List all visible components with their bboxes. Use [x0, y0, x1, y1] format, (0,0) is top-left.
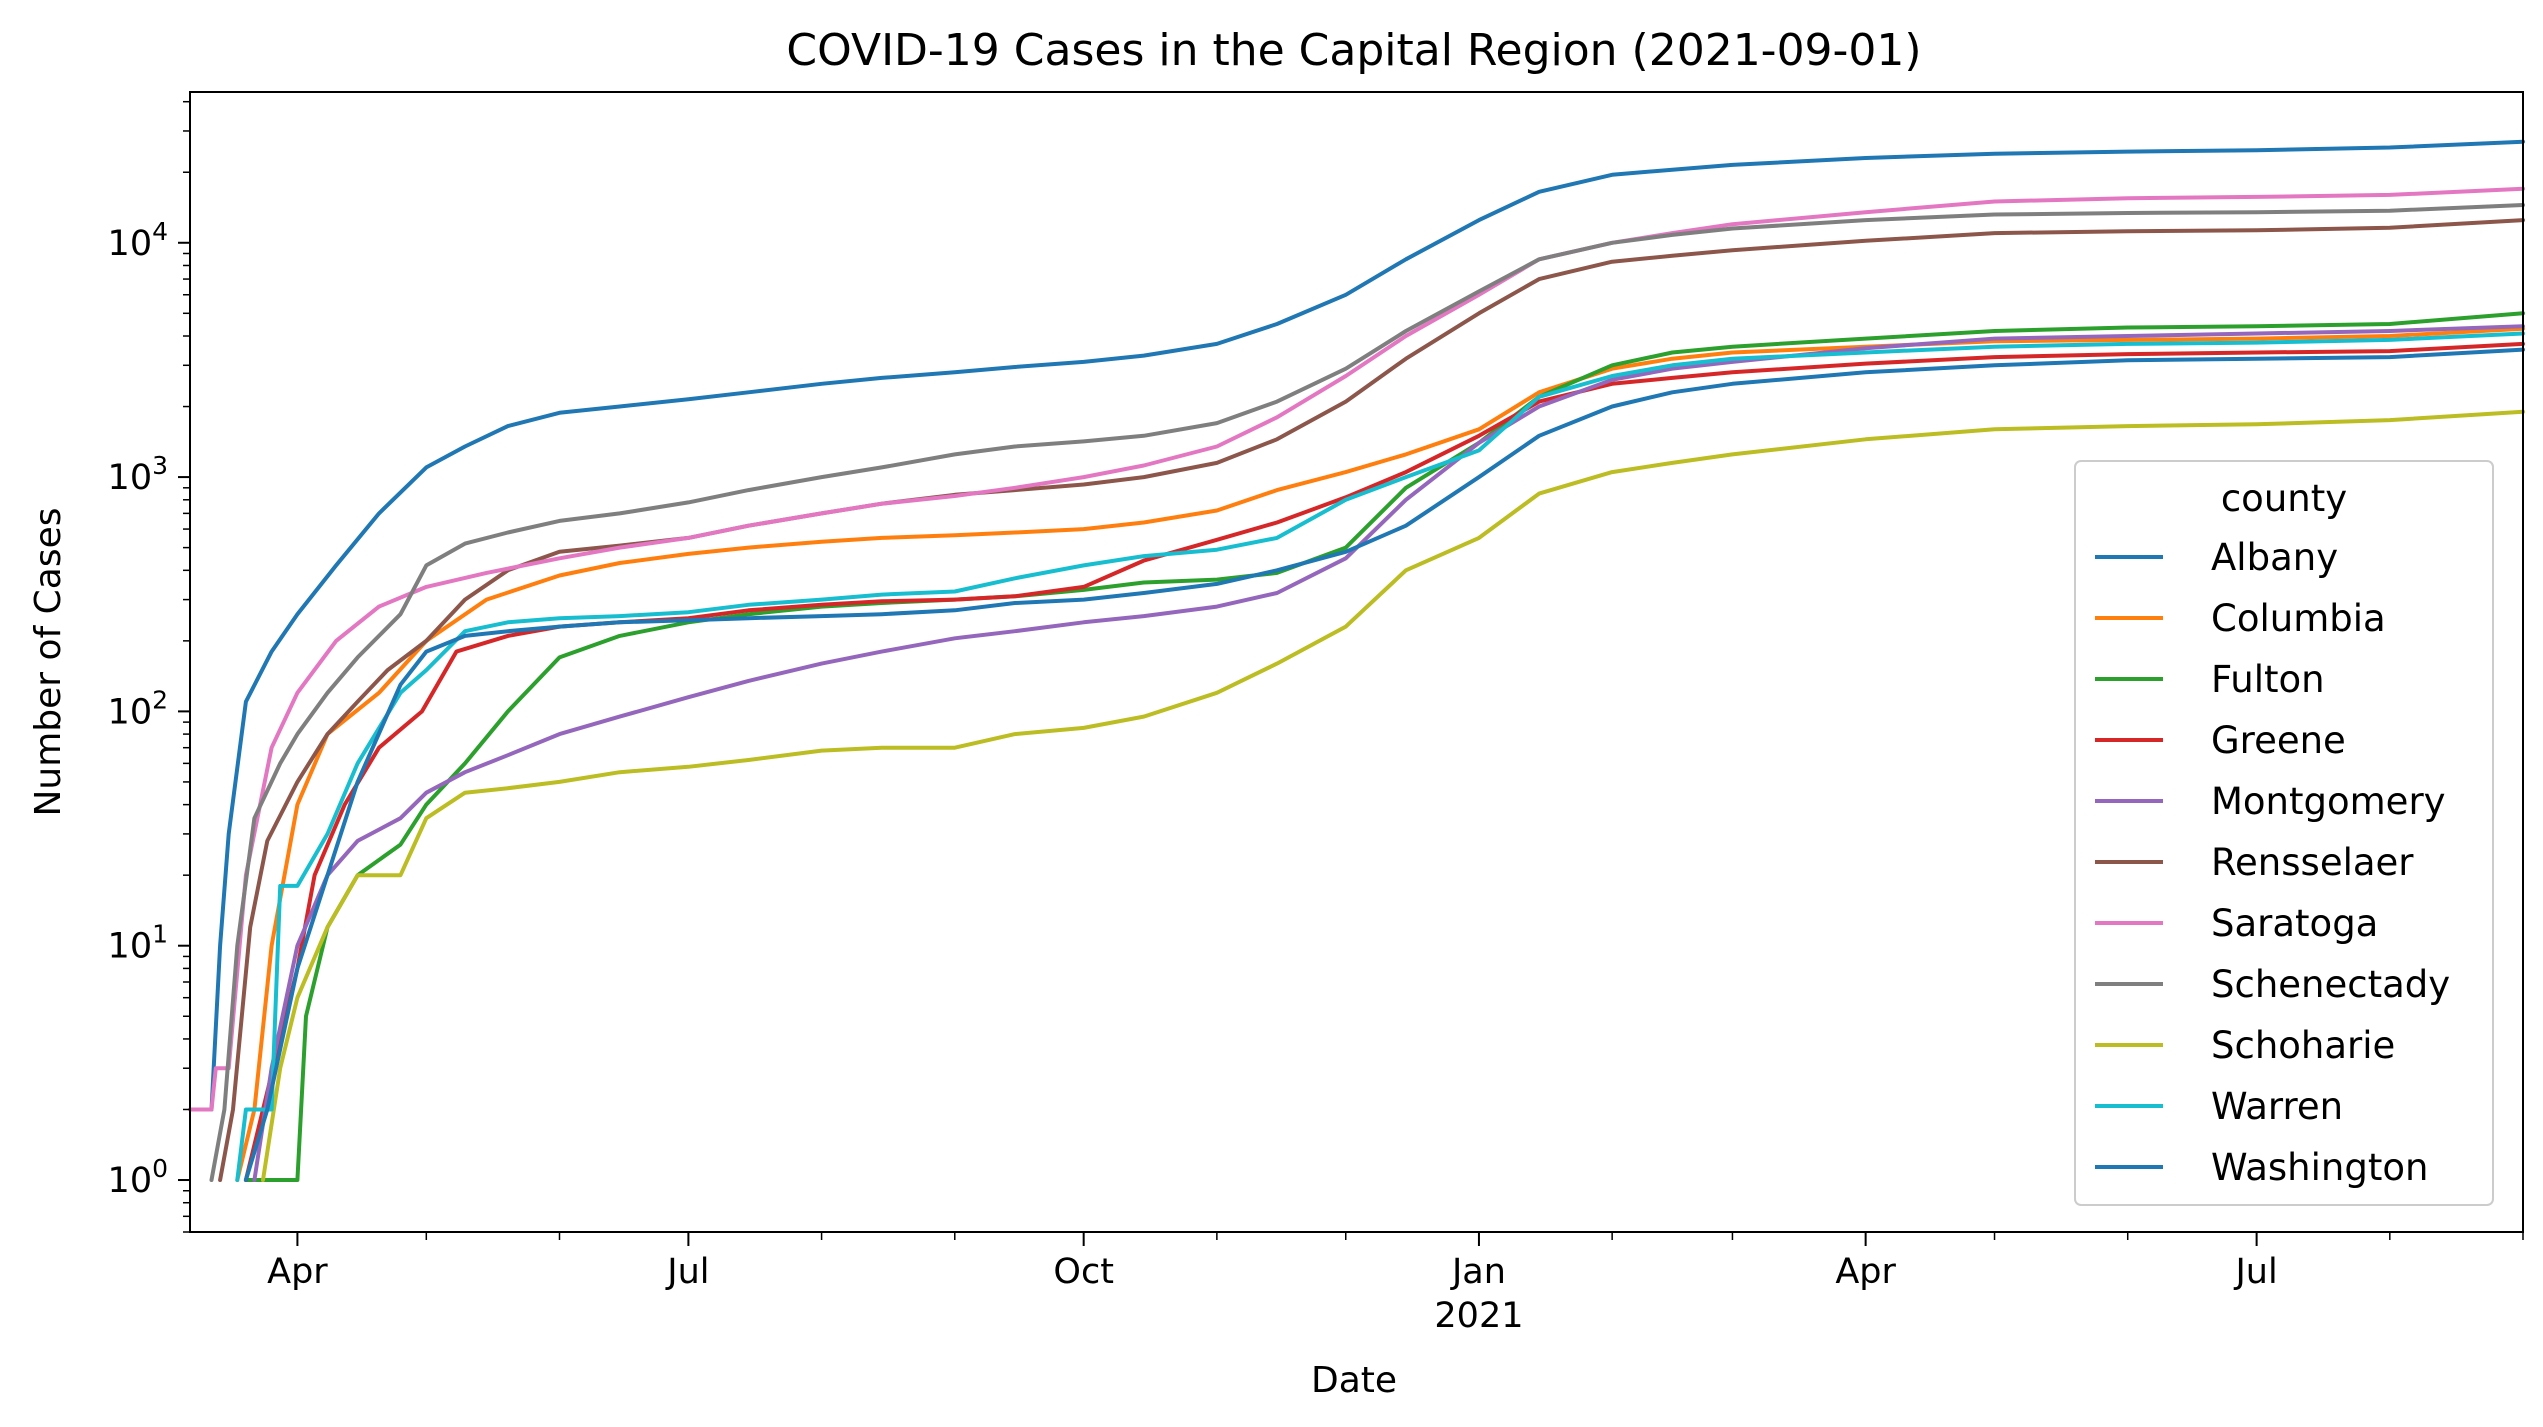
series-line-albany: [209, 139, 2525, 1112]
x-tick-label: Jan: [1450, 1252, 1506, 1292]
series-line-schoharie: [261, 409, 2525, 1182]
legend-label-washington: Washington: [2211, 1146, 2428, 1189]
x-tick-label: Oct: [1053, 1252, 1114, 1292]
legend-label-albany: Albany: [2211, 536, 2338, 579]
x-tick-label: Jul: [665, 1252, 709, 1292]
y-tick-label: 104: [108, 217, 168, 264]
y-axis: 100 101 102 103 104: [108, 100, 190, 1233]
legend-label-columbia: Columbia: [2211, 597, 2386, 640]
series-line-columbia: [235, 326, 2525, 1182]
x-tick-label: Apr: [267, 1252, 328, 1292]
y-tick-label: 103: [108, 451, 168, 498]
y-axis-label: Number of Cases: [28, 507, 69, 816]
y-tick-label: 102: [108, 685, 168, 732]
legend-title: county: [2221, 477, 2347, 520]
legend-label-montgomery: Montgomery: [2211, 780, 2446, 823]
y-tick-label: 100: [108, 1154, 168, 1201]
series-line-schenectady: [209, 203, 2525, 1182]
x-tick-year-label: 2021: [1434, 1296, 1523, 1336]
x-axis-label: Date: [1311, 1360, 1397, 1401]
legend-label-greene: Greene: [2211, 719, 2346, 762]
series-line-washington: [243, 347, 2525, 1182]
legend-label-saratoga: Saratoga: [2211, 902, 2378, 945]
series-line-greene: [243, 341, 2525, 1182]
legend-label-warren: Warren: [2211, 1085, 2343, 1128]
legend-label-rensselaer: Rensselaer: [2211, 841, 2414, 884]
y-tick-label: 101: [108, 920, 168, 967]
plot-lines: [188, 139, 2525, 1182]
legend-label-schenectady: Schenectady: [2211, 963, 2450, 1006]
x-tick-label: Jul: [2233, 1252, 2277, 1292]
legend-label-schoharie: Schoharie: [2211, 1024, 2395, 1067]
legend-label-fulton: Fulton: [2211, 658, 2325, 701]
legend: county Albany Columbia Fulton Greene Montgome…: [2074, 460, 2494, 1206]
x-tick-label: Apr: [1835, 1252, 1896, 1292]
series-line-warren: [235, 331, 2525, 1182]
legend-box: [2074, 460, 2494, 1206]
plot-frame: [189, 91, 2524, 1233]
series-line-saratoga: [188, 186, 2525, 1112]
chart-title: COVID-19 Cases in the Capital Region (20…: [786, 25, 1921, 76]
